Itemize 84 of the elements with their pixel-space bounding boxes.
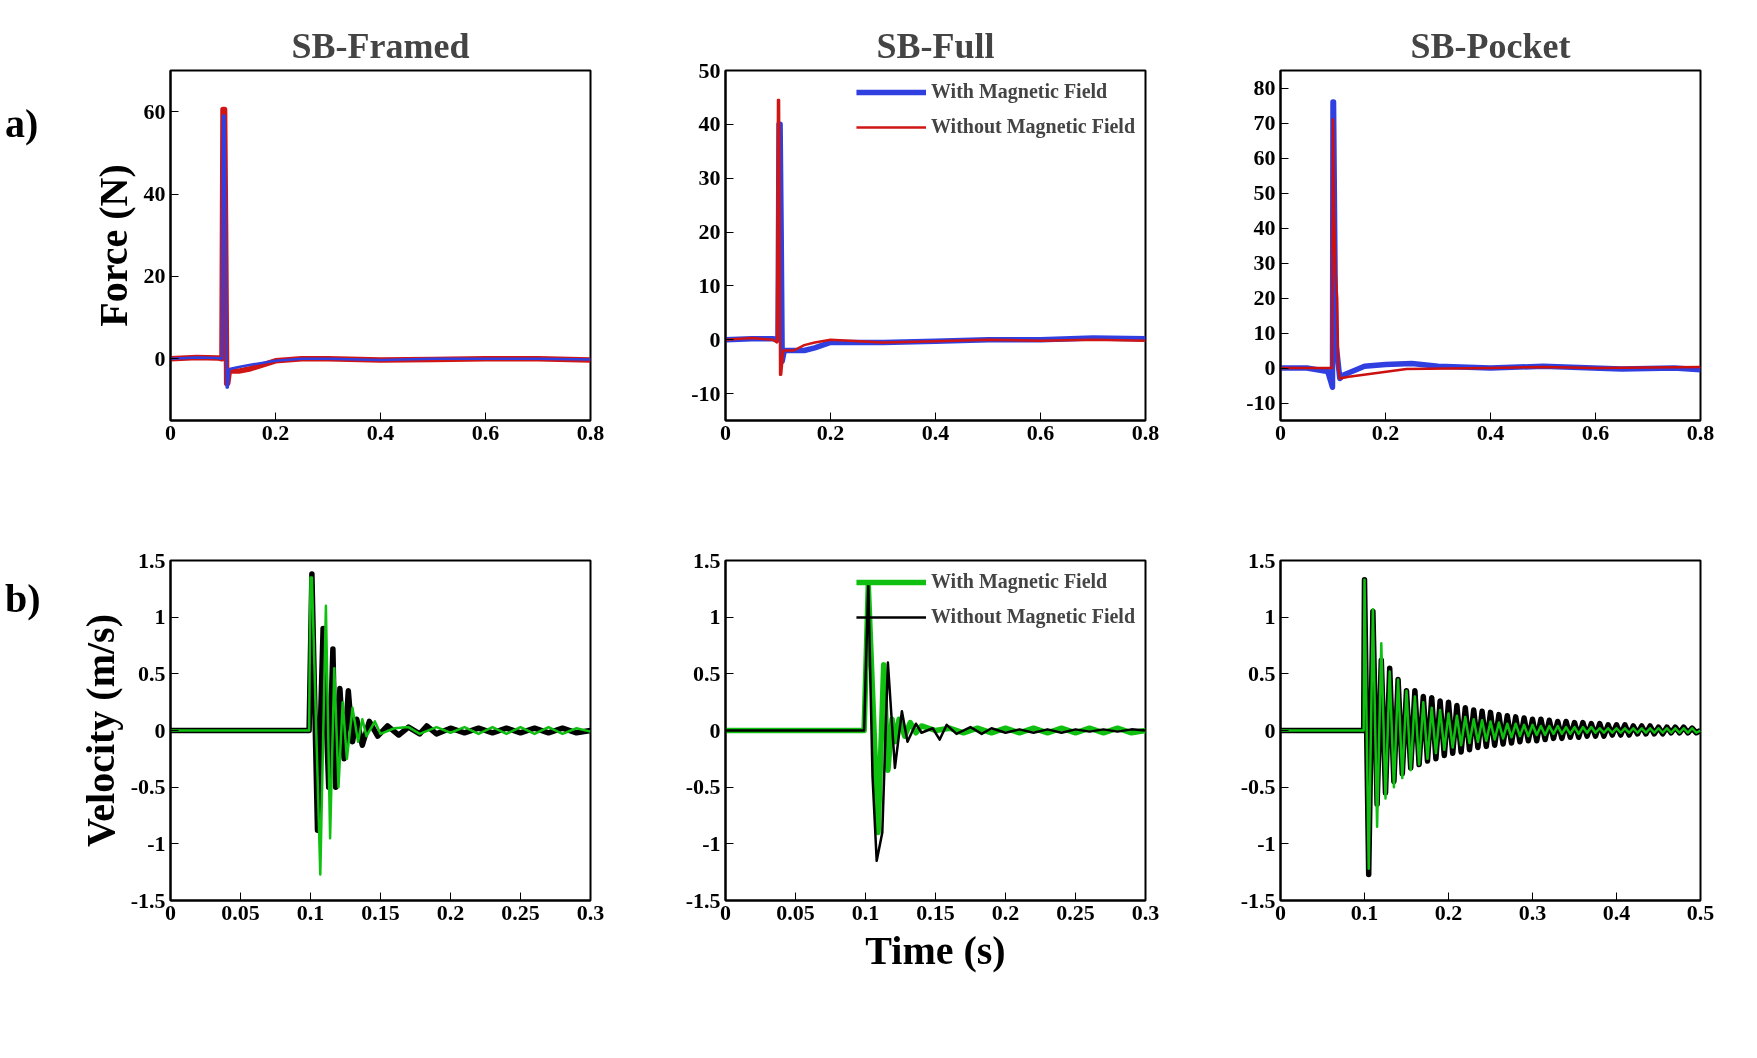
x-tick-label: 0.2	[816, 419, 845, 445]
x-tick-label: 0.2	[1434, 899, 1463, 925]
y-tick-label: 10	[698, 272, 721, 298]
text: a)	[5, 100, 39, 148]
y-tick-label: 50	[1253, 180, 1276, 205]
y-tick-label: 1.5	[138, 547, 166, 573]
x-tick-label: 0.8	[1131, 419, 1160, 445]
x-tick-label: 0.3	[1518, 899, 1547, 925]
y-tick-label: -1	[1257, 830, 1276, 856]
x-tick-label: 0.05	[221, 899, 260, 925]
y-tick-label: 0	[1264, 355, 1276, 380]
y-tick-label: -0.5	[1240, 774, 1276, 800]
x-tick-label: 0.4	[1602, 899, 1631, 925]
y-tick-label: 30	[1253, 250, 1276, 275]
x-tick-label: 0.25	[501, 899, 540, 925]
x-tick-label: 0.4	[1476, 419, 1505, 445]
y-tick-label: -1.5	[130, 887, 166, 913]
y-tick-label: 20	[1253, 285, 1276, 310]
y-tick-label: 0	[709, 717, 721, 743]
chart-title: SB-Pocket	[1410, 25, 1571, 66]
x-tick-label: 0.25	[1056, 899, 1095, 925]
y-tick-label: -1	[702, 830, 721, 856]
line-series	[170, 576, 591, 876]
chart-title: SB-Framed	[291, 25, 470, 66]
chart-title: SB-Full	[876, 25, 995, 66]
y-tick-label: -1.5	[1240, 887, 1276, 913]
y-tick-label: 50	[698, 57, 721, 83]
y-axis-title: Velocity (m/s)	[77, 614, 123, 847]
y-tick-label: 40	[143, 181, 166, 207]
y-tick-label: 1	[1264, 604, 1276, 630]
y-tick-label: 0	[154, 717, 166, 743]
x-tick-label: 0.2	[1371, 419, 1400, 445]
x-axis-title: Time (s)	[865, 927, 1006, 973]
y-tick-label: 0.5	[693, 660, 721, 686]
y-axis-title: Force (N)	[90, 164, 136, 327]
legend-label: With Magnetic Field	[930, 570, 1108, 593]
y-tick-label: 20	[143, 263, 166, 289]
y-tick-label: 0	[709, 326, 721, 352]
x-tick-label: 0.6	[471, 419, 500, 445]
x-tick-label: 0.6	[1026, 419, 1055, 445]
legend-label: Without Magnetic Field	[930, 115, 1135, 138]
x-tick-label: 0.3	[1131, 899, 1160, 925]
y-tick-label: 70	[1253, 110, 1276, 135]
y-tick-label: -0.5	[130, 774, 166, 800]
x-tick-label: 0.4	[921, 419, 950, 445]
y-tick-label: 20	[698, 219, 721, 245]
x-tick-label: 0.6	[1581, 419, 1610, 445]
y-tick-label: 1	[154, 604, 166, 630]
x-tick-label: 0.8	[1686, 419, 1715, 445]
y-tick-label: 30	[698, 165, 721, 191]
x-tick-label: 0.2	[991, 899, 1020, 925]
y-tick-label: 0.5	[138, 660, 166, 686]
legend-label: With Magnetic Field	[930, 80, 1108, 103]
legend-label: Without Magnetic Field	[930, 605, 1135, 628]
y-tick-label: 1.5	[693, 547, 721, 573]
x-tick-label: 0.5	[1686, 899, 1715, 925]
y-tick-label: 1	[709, 604, 721, 630]
x-tick-label: 0.2	[436, 899, 465, 925]
x-tick-label: 0.05	[776, 899, 815, 925]
x-tick-label: 0.3	[576, 899, 605, 925]
y-tick-label: 10	[1253, 320, 1276, 345]
x-tick-label: 0.1	[851, 899, 880, 925]
y-tick-label: 40	[1253, 215, 1276, 240]
y-tick-label: 80	[1253, 75, 1276, 100]
y-tick-label: -10	[1246, 390, 1276, 415]
x-tick-label: 0.1	[1350, 899, 1379, 925]
x-tick-label: 0.8	[576, 419, 605, 445]
y-tick-label: 60	[1253, 145, 1276, 170]
x-tick-label: 0.15	[361, 899, 400, 925]
y-tick-label: 1.5	[1248, 547, 1276, 573]
y-tick-label: -1.5	[685, 887, 721, 913]
y-tick-label: 40	[698, 111, 721, 137]
x-tick-label: 0.4	[366, 419, 395, 445]
x-tick-label: 0.15	[916, 899, 955, 925]
y-tick-label: 60	[143, 98, 166, 124]
x-tick-label: 0.2	[261, 419, 290, 445]
y-tick-label: -10	[691, 380, 721, 406]
y-tick-label: 0	[154, 345, 166, 371]
text: b)	[5, 575, 41, 623]
x-tick-label: 0.1	[296, 899, 325, 925]
y-tick-label: -0.5	[685, 774, 721, 800]
y-tick-label: -1	[147, 830, 166, 856]
y-tick-label: 0.5	[1248, 660, 1276, 686]
y-tick-label: 0	[1264, 717, 1276, 743]
